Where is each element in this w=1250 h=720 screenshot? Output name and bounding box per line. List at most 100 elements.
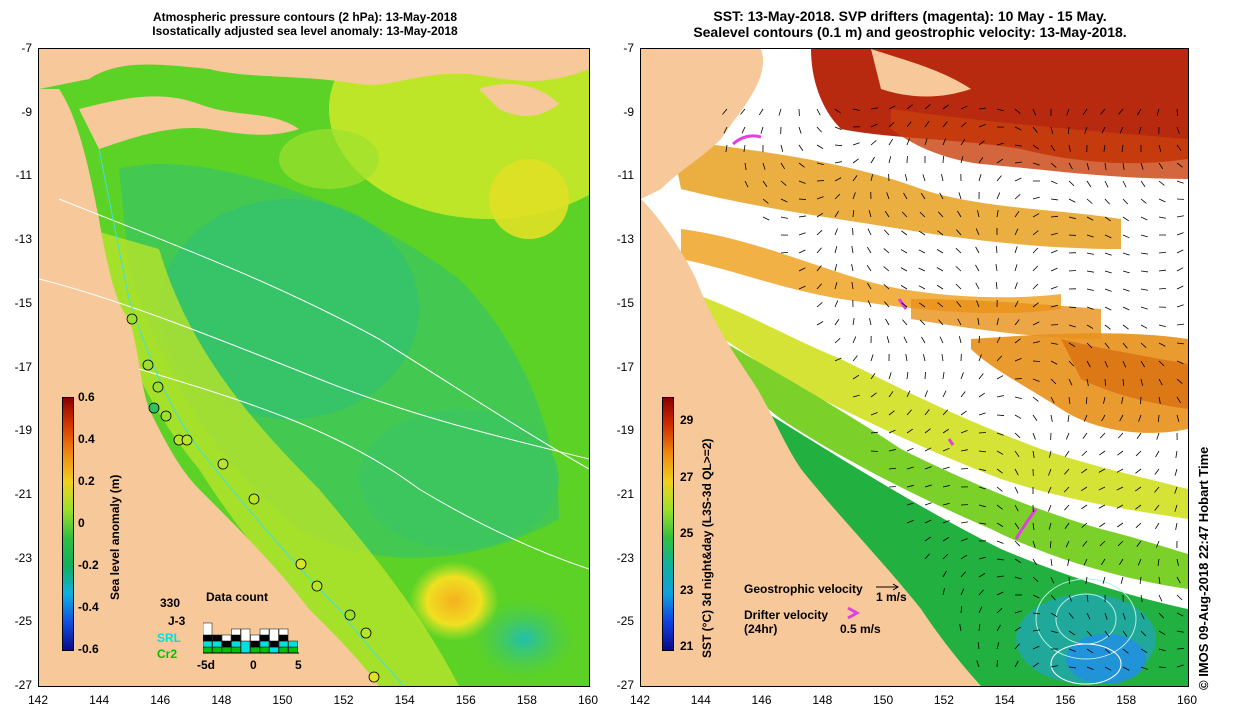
velocity-arrow <box>758 108 764 116</box>
velocity-arrow <box>1140 324 1148 329</box>
velocity-arrow <box>937 211 944 218</box>
velocity-arrow <box>960 554 968 560</box>
velocity-arrow <box>1116 486 1124 491</box>
velocity-arrow <box>780 216 788 219</box>
velocity-arrow <box>1122 630 1128 637</box>
velocity-arrow <box>1086 324 1094 329</box>
sst-colorbar-label: SST (°C) 3d night&day (L3S-3d QL>=2) <box>700 438 714 659</box>
track-points <box>126 313 380 683</box>
velocity-arrow <box>1014 300 1019 308</box>
drifter-track-3 <box>1014 508 1038 540</box>
velocity-arrow <box>1086 342 1093 349</box>
velocity-arrow <box>888 449 896 452</box>
velocity-arrow <box>1158 648 1166 652</box>
velocity-arrow <box>1157 414 1160 423</box>
velocity-arrow <box>1082 540 1088 547</box>
velocity-arrow <box>942 466 950 470</box>
velocity-arrow <box>1050 286 1058 290</box>
velocity-arrow <box>1068 324 1076 328</box>
velocity-arrow <box>942 537 950 542</box>
velocity-arrow <box>906 121 912 128</box>
velocity-arrow <box>1158 342 1166 347</box>
left-title-line2: Isostatically adjusted sea level anomaly… <box>152 24 458 38</box>
velocity-arrow <box>1099 540 1106 547</box>
velocity-arrow <box>1068 342 1076 347</box>
velocity-arrow <box>1156 432 1160 440</box>
velocity-arrow <box>1014 338 1021 344</box>
velocity-arrow <box>1086 630 1092 637</box>
velocity-arrow <box>816 144 824 149</box>
velocity-arrow <box>1014 161 1022 164</box>
velocity-arrow <box>1083 558 1088 566</box>
velocity-arrow <box>1032 432 1036 440</box>
velocity-arrow <box>1081 522 1088 528</box>
velocity-arrow <box>958 192 962 200</box>
velocity-arrow <box>977 210 980 218</box>
velocity-arrow <box>1032 213 1040 218</box>
velocity-arrow <box>1137 558 1142 566</box>
velocity-arrow <box>1032 414 1038 421</box>
velocity-arrow <box>886 336 890 344</box>
velocity-arrow <box>978 140 985 146</box>
velocity-arrow <box>1099 432 1106 439</box>
velocity-arrow <box>1086 198 1093 204</box>
velocity-arrow <box>1140 216 1148 221</box>
velocity-arrow <box>1104 666 1112 671</box>
velocity-arrow <box>996 142 1004 146</box>
velocity-arrow <box>884 301 890 308</box>
velocity-arrow <box>1140 648 1148 653</box>
velocity-arrow <box>942 390 947 398</box>
sea-level-colorbar <box>62 397 74 651</box>
velocity-arrow <box>924 553 930 560</box>
velocity-arrow <box>834 210 839 218</box>
x-tick-label: 142 <box>629 693 651 707</box>
velocity-arrow <box>870 392 877 398</box>
velocity-arrow <box>1122 180 1127 188</box>
histogram-bar-segment <box>259 646 270 654</box>
velocity-arrow <box>1081 450 1088 457</box>
velocity-arrow <box>1068 144 1071 152</box>
velocity-arrow <box>924 428 931 434</box>
velocity-arrow <box>1032 450 1035 458</box>
velocity-arrow <box>996 395 1004 398</box>
velocity-arrow <box>1119 414 1124 422</box>
velocity-arrow <box>978 450 986 453</box>
velocity-arrow <box>762 180 768 188</box>
velocity-arrow <box>1176 215 1184 218</box>
velocity-arrow <box>1014 177 1022 182</box>
x-tick-label: 150 <box>272 693 293 707</box>
velocity-arrow <box>960 105 968 110</box>
velocity-arrow <box>942 155 944 164</box>
x-tick-label: 144 <box>690 693 711 707</box>
velocity-arrow <box>1104 378 1106 387</box>
velocity-arrow <box>960 138 966 146</box>
velocity-arrow <box>883 248 890 254</box>
histogram-bar-segment <box>278 646 289 654</box>
velocity-arrow <box>921 336 926 344</box>
velocity-arrow <box>870 373 876 380</box>
velocity-arrow <box>1068 360 1075 367</box>
velocity-arrow <box>939 192 944 200</box>
velocity-arrow <box>780 180 787 186</box>
velocity-arrow <box>924 502 932 506</box>
velocity-arrow <box>852 158 859 164</box>
data-count-histogram <box>203 622 299 654</box>
velocity-arrow <box>996 468 1003 474</box>
colorbar-tick-label: -0.4 <box>78 600 99 614</box>
velocity-arrow <box>1032 540 1036 548</box>
velocity-arrow <box>744 180 749 188</box>
velocity-arrow <box>1104 360 1108 368</box>
velocity-arrow <box>960 521 968 524</box>
velocity-arrow <box>1032 612 1040 615</box>
velocity-arrow <box>1014 396 1022 400</box>
velocity-arrow <box>1156 108 1160 116</box>
velocity-arrow <box>852 318 855 326</box>
velocity-arrow <box>852 336 857 344</box>
velocity-arrow <box>1174 468 1178 476</box>
velocity-arrow <box>888 105 896 110</box>
velocity-arrow <box>1050 378 1057 385</box>
velocity-arrow <box>1120 576 1124 584</box>
y-tick-label: -21 <box>616 486 634 501</box>
x-tick-label: 158 <box>516 693 537 707</box>
velocity-arrow <box>978 624 981 632</box>
